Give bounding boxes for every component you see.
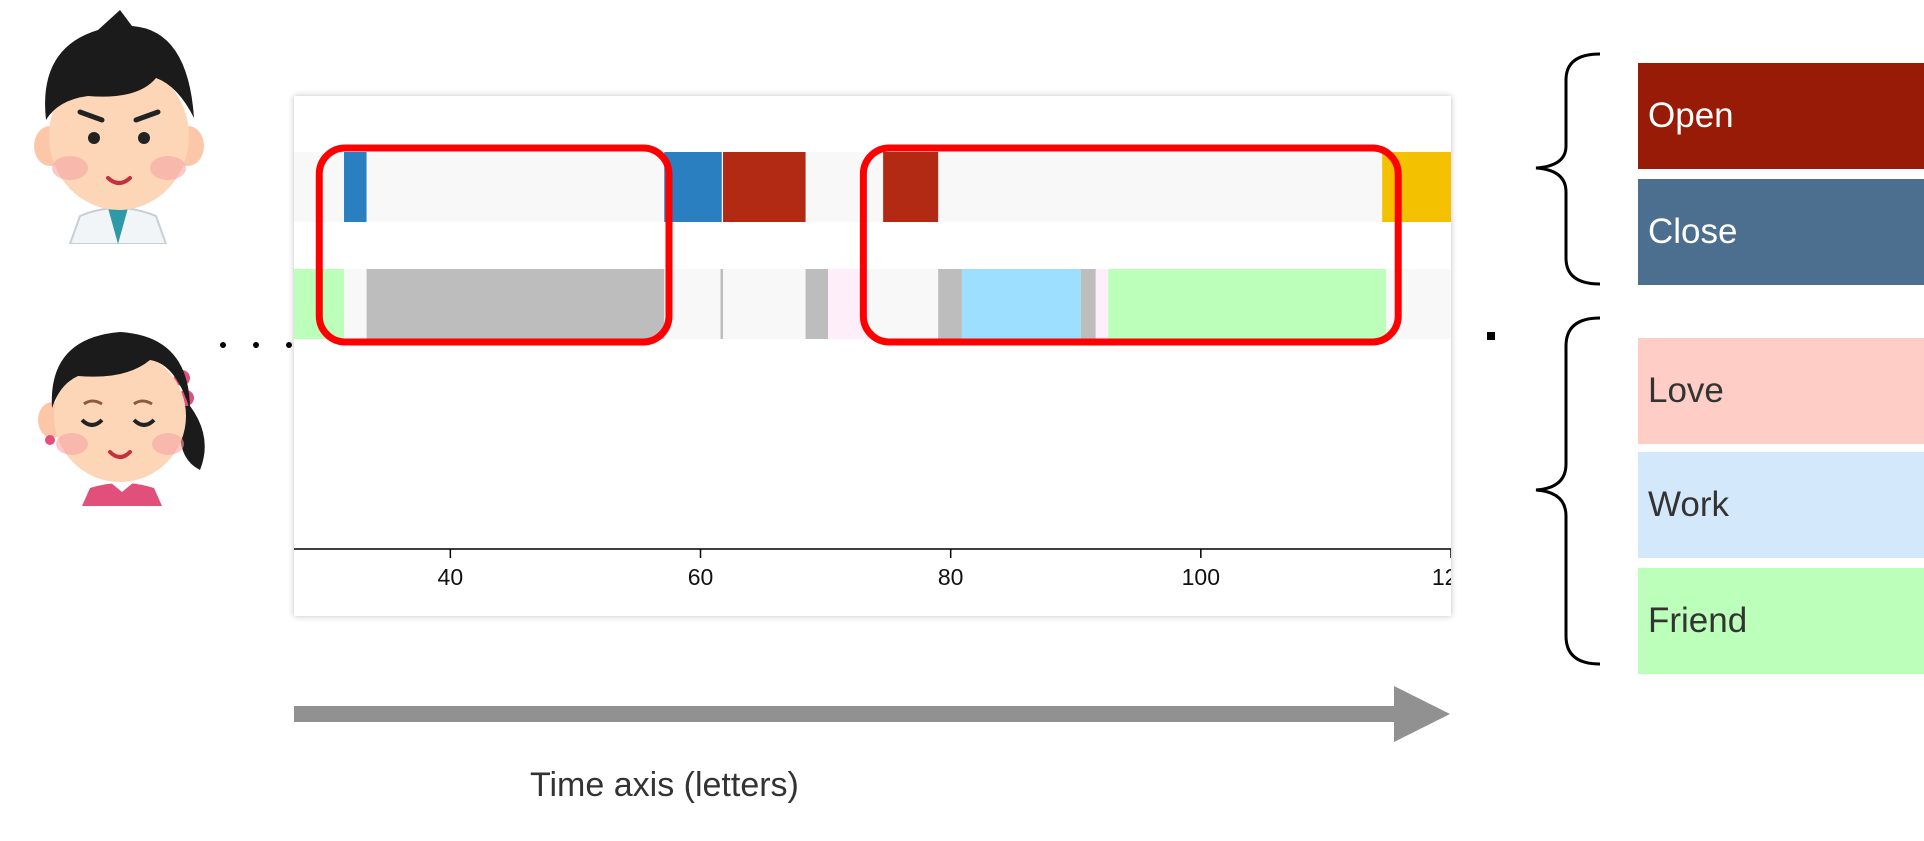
timeline-segment	[1080, 269, 1096, 339]
legend-label-open: Open	[1648, 96, 1734, 135]
boy-avatar-icon	[34, 10, 204, 244]
timeline-segment	[938, 269, 962, 339]
left-ellipsis	[218, 338, 318, 356]
timeline-segment	[883, 152, 939, 222]
curly-brace-icon	[1535, 316, 1601, 666]
timeline-segment	[961, 269, 1081, 339]
legend-label-work: Work	[1648, 485, 1730, 524]
timeline-chart: 40 60 80 100 120	[294, 96, 1451, 616]
legend-label-close: Close	[1648, 212, 1738, 251]
legend-label-love: Love	[1648, 371, 1724, 410]
timeline-segment	[1095, 269, 1109, 339]
legend-open: Open	[1638, 63, 1924, 169]
legend-label-friend: Friend	[1648, 601, 1748, 640]
timeline-segment	[720, 269, 724, 339]
x-tick-label: 80	[938, 564, 964, 590]
legend-love: Love	[1638, 338, 1924, 444]
x-tick-label: 60	[688, 564, 714, 590]
row-track	[294, 152, 1451, 222]
timeline-segment	[664, 152, 722, 222]
legend-friend: Friend	[1638, 568, 1924, 674]
curly-brace-icon	[1535, 52, 1601, 286]
girl-avatar-icon	[38, 332, 205, 506]
timeline-segment	[805, 269, 829, 339]
legend-work: Work	[1638, 452, 1924, 558]
timeline-svg: 40 60 80 100 120	[294, 144, 1451, 590]
highlight-box	[859, 144, 1402, 346]
timeline-segment	[723, 152, 806, 222]
legend-close: Close	[1638, 179, 1924, 285]
x-tick-label: 100	[1182, 564, 1220, 590]
arrow-right-icon	[294, 686, 1450, 742]
x-tick-label: 120	[1432, 564, 1451, 590]
x-tick-label: 40	[438, 564, 464, 590]
highlight-box	[315, 144, 673, 346]
timeline-segment	[1108, 269, 1386, 339]
timeline-segment	[366, 269, 665, 339]
timeline-segment	[344, 152, 367, 222]
time-axis-label: Time axis (letters)	[530, 766, 799, 804]
